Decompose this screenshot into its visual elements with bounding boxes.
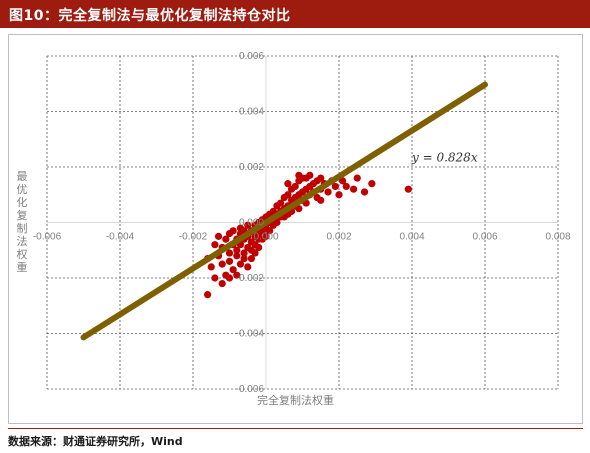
scatter-point <box>240 254 248 263</box>
scatter-point <box>251 249 259 257</box>
scatter-point <box>331 182 339 191</box>
scatter-point <box>284 191 292 199</box>
y-tick-label: -0.004 <box>236 329 265 340</box>
figure-header: 图10：完全复制法与最优化复制法持仓对比 <box>0 0 590 28</box>
scatter-point <box>233 252 241 260</box>
scatter-point <box>350 185 358 193</box>
scatter-point <box>273 218 281 227</box>
x-tick-label: -0.002 <box>179 232 208 243</box>
scatter-point <box>236 260 245 268</box>
scatter-point <box>218 260 226 268</box>
footer-rule <box>8 428 583 429</box>
scatter-point <box>204 291 212 299</box>
y-axis-title: 最优化复制法权重 <box>17 170 28 274</box>
scatter-point <box>404 185 412 193</box>
scatter-point <box>291 182 299 191</box>
scatter-point <box>244 221 252 229</box>
scatter-point <box>284 180 292 188</box>
scatter-point <box>240 249 248 257</box>
scatter-point <box>244 263 252 271</box>
y-tick-label: 0.004 <box>239 107 264 118</box>
x-axis-title: 完全复制法权重 <box>257 393 334 407</box>
figure-title: 图10：完全复制法与最优化复制法持仓对比 <box>9 8 291 24</box>
x-tick-label: -0.006 <box>33 232 62 243</box>
scatter-point <box>360 188 369 196</box>
grid-layer <box>46 55 559 390</box>
fit-equation-label: y = 0.828x <box>411 150 478 164</box>
y-tick-label: -0.002 <box>236 273 265 284</box>
source-note: 数据来源：财通证券研究所，Wind <box>8 435 183 448</box>
y-tick-label: 0.006 <box>239 51 264 62</box>
scatter-point <box>225 274 234 282</box>
scatter-point <box>339 177 347 185</box>
scatter-point <box>207 263 215 271</box>
scatter-point <box>247 254 255 263</box>
scatter-point <box>266 227 274 235</box>
scatter-point <box>368 180 376 188</box>
x-tick-label: 0.004 <box>399 232 424 243</box>
fit-line <box>80 81 488 341</box>
scatter-point <box>317 196 325 204</box>
axis-layer <box>47 56 558 389</box>
label-layer: -0.006 -0.004 -0.002 0.000 0.002 0.004 0.006 0.… <box>17 51 571 407</box>
scatter-point <box>214 232 223 240</box>
y-tick-label: -0.006 <box>236 384 265 395</box>
scatter-point <box>233 271 241 279</box>
scatter-point <box>222 235 230 243</box>
scatter-point <box>324 188 332 196</box>
x-tick-label: 0.006 <box>472 232 497 243</box>
scatter-point <box>262 232 270 240</box>
scatter-point <box>225 249 234 257</box>
x-tick-label: 0.008 <box>545 232 570 243</box>
x-tick-label: 0.000 <box>253 232 278 243</box>
y-tick-label: 0.000 <box>239 218 264 229</box>
scatter-point <box>233 246 241 254</box>
scatter-point <box>317 174 325 182</box>
scatter-point <box>353 174 361 182</box>
scatter-point <box>229 227 237 235</box>
scatter-point <box>218 279 226 288</box>
fit-line-layer <box>80 81 488 341</box>
scatter-point <box>255 243 263 252</box>
scatter-point <box>211 241 219 249</box>
scatter-point <box>302 174 310 182</box>
x-tick-label: 0.002 <box>326 232 351 243</box>
chart-frame <box>8 34 583 424</box>
scatter-point <box>277 199 285 207</box>
scatter-point <box>342 182 350 191</box>
y-tick-label: 0.002 <box>239 162 264 173</box>
scatter-point <box>211 274 219 282</box>
scatter-point <box>295 171 303 179</box>
scatter-point <box>229 266 237 274</box>
scatter-point <box>335 191 343 199</box>
scatter-point <box>295 205 303 213</box>
scatter-point <box>225 257 234 265</box>
x-tick-label: -0.004 <box>106 232 135 243</box>
